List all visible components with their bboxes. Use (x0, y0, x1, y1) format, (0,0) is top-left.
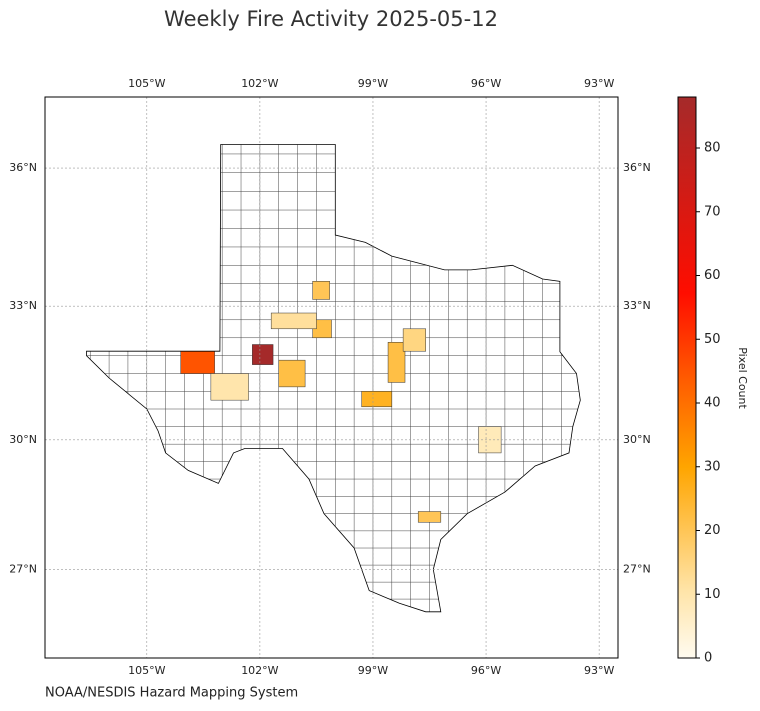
colorbar-tick-label: 30 (704, 459, 721, 474)
x-tick-label: 105°W (128, 664, 165, 677)
county (210, 373, 249, 401)
colorbar-tick-label: 20 (704, 523, 721, 538)
texas-outline (86, 144, 581, 613)
x-tick-label: 102°W (241, 77, 278, 90)
colorbar-label: Pixel Count (736, 347, 749, 409)
colorbar-tick-label: 10 (704, 587, 721, 602)
county (278, 359, 306, 388)
footer: NOAA/NESDIS Hazard Mapping System (45, 686, 298, 701)
colorbar-tick-label: 40 (704, 396, 721, 411)
x-tick-label: 102°W (241, 664, 278, 677)
county (417, 511, 442, 523)
county (387, 342, 406, 383)
county (180, 337, 215, 374)
colorbar-tick-label: 60 (704, 268, 721, 283)
y-tick-label: 33°N (623, 299, 651, 312)
colorbar-tick-label: 0 (704, 651, 712, 666)
colorbar-tick-label: 70 (704, 204, 721, 219)
x-tick-label: 93°W (584, 77, 614, 90)
colorbar-tick-label: 80 (704, 141, 721, 156)
x-tick-label: 96°W (471, 77, 501, 90)
y-tick-label: 36°N (9, 161, 37, 174)
colorbar (677, 96, 697, 659)
x-tick-label: 105°W (128, 77, 165, 90)
y-tick-label: 30°N (9, 433, 37, 446)
county (361, 391, 393, 408)
y-tick-label: 30°N (623, 433, 651, 446)
x-tick-label: 99°W (358, 77, 388, 90)
x-tick-label: 99°W (358, 664, 388, 677)
county (312, 281, 330, 300)
y-tick-label: 27°N (9, 562, 37, 575)
x-tick-label: 93°W (584, 664, 614, 677)
y-tick-label: 33°N (9, 299, 37, 312)
map-title: Weekly Fire Activity 2025-05-12 (164, 7, 498, 31)
county (402, 328, 426, 352)
texas-fill (86, 144, 581, 612)
map-frame (44, 96, 619, 659)
y-tick-label: 36°N (623, 161, 651, 174)
colorbar-tick-label: 50 (704, 332, 721, 347)
x-tick-label: 96°W (471, 664, 501, 677)
county (270, 312, 317, 330)
y-tick-label: 27°N (623, 562, 651, 575)
county (252, 344, 274, 365)
